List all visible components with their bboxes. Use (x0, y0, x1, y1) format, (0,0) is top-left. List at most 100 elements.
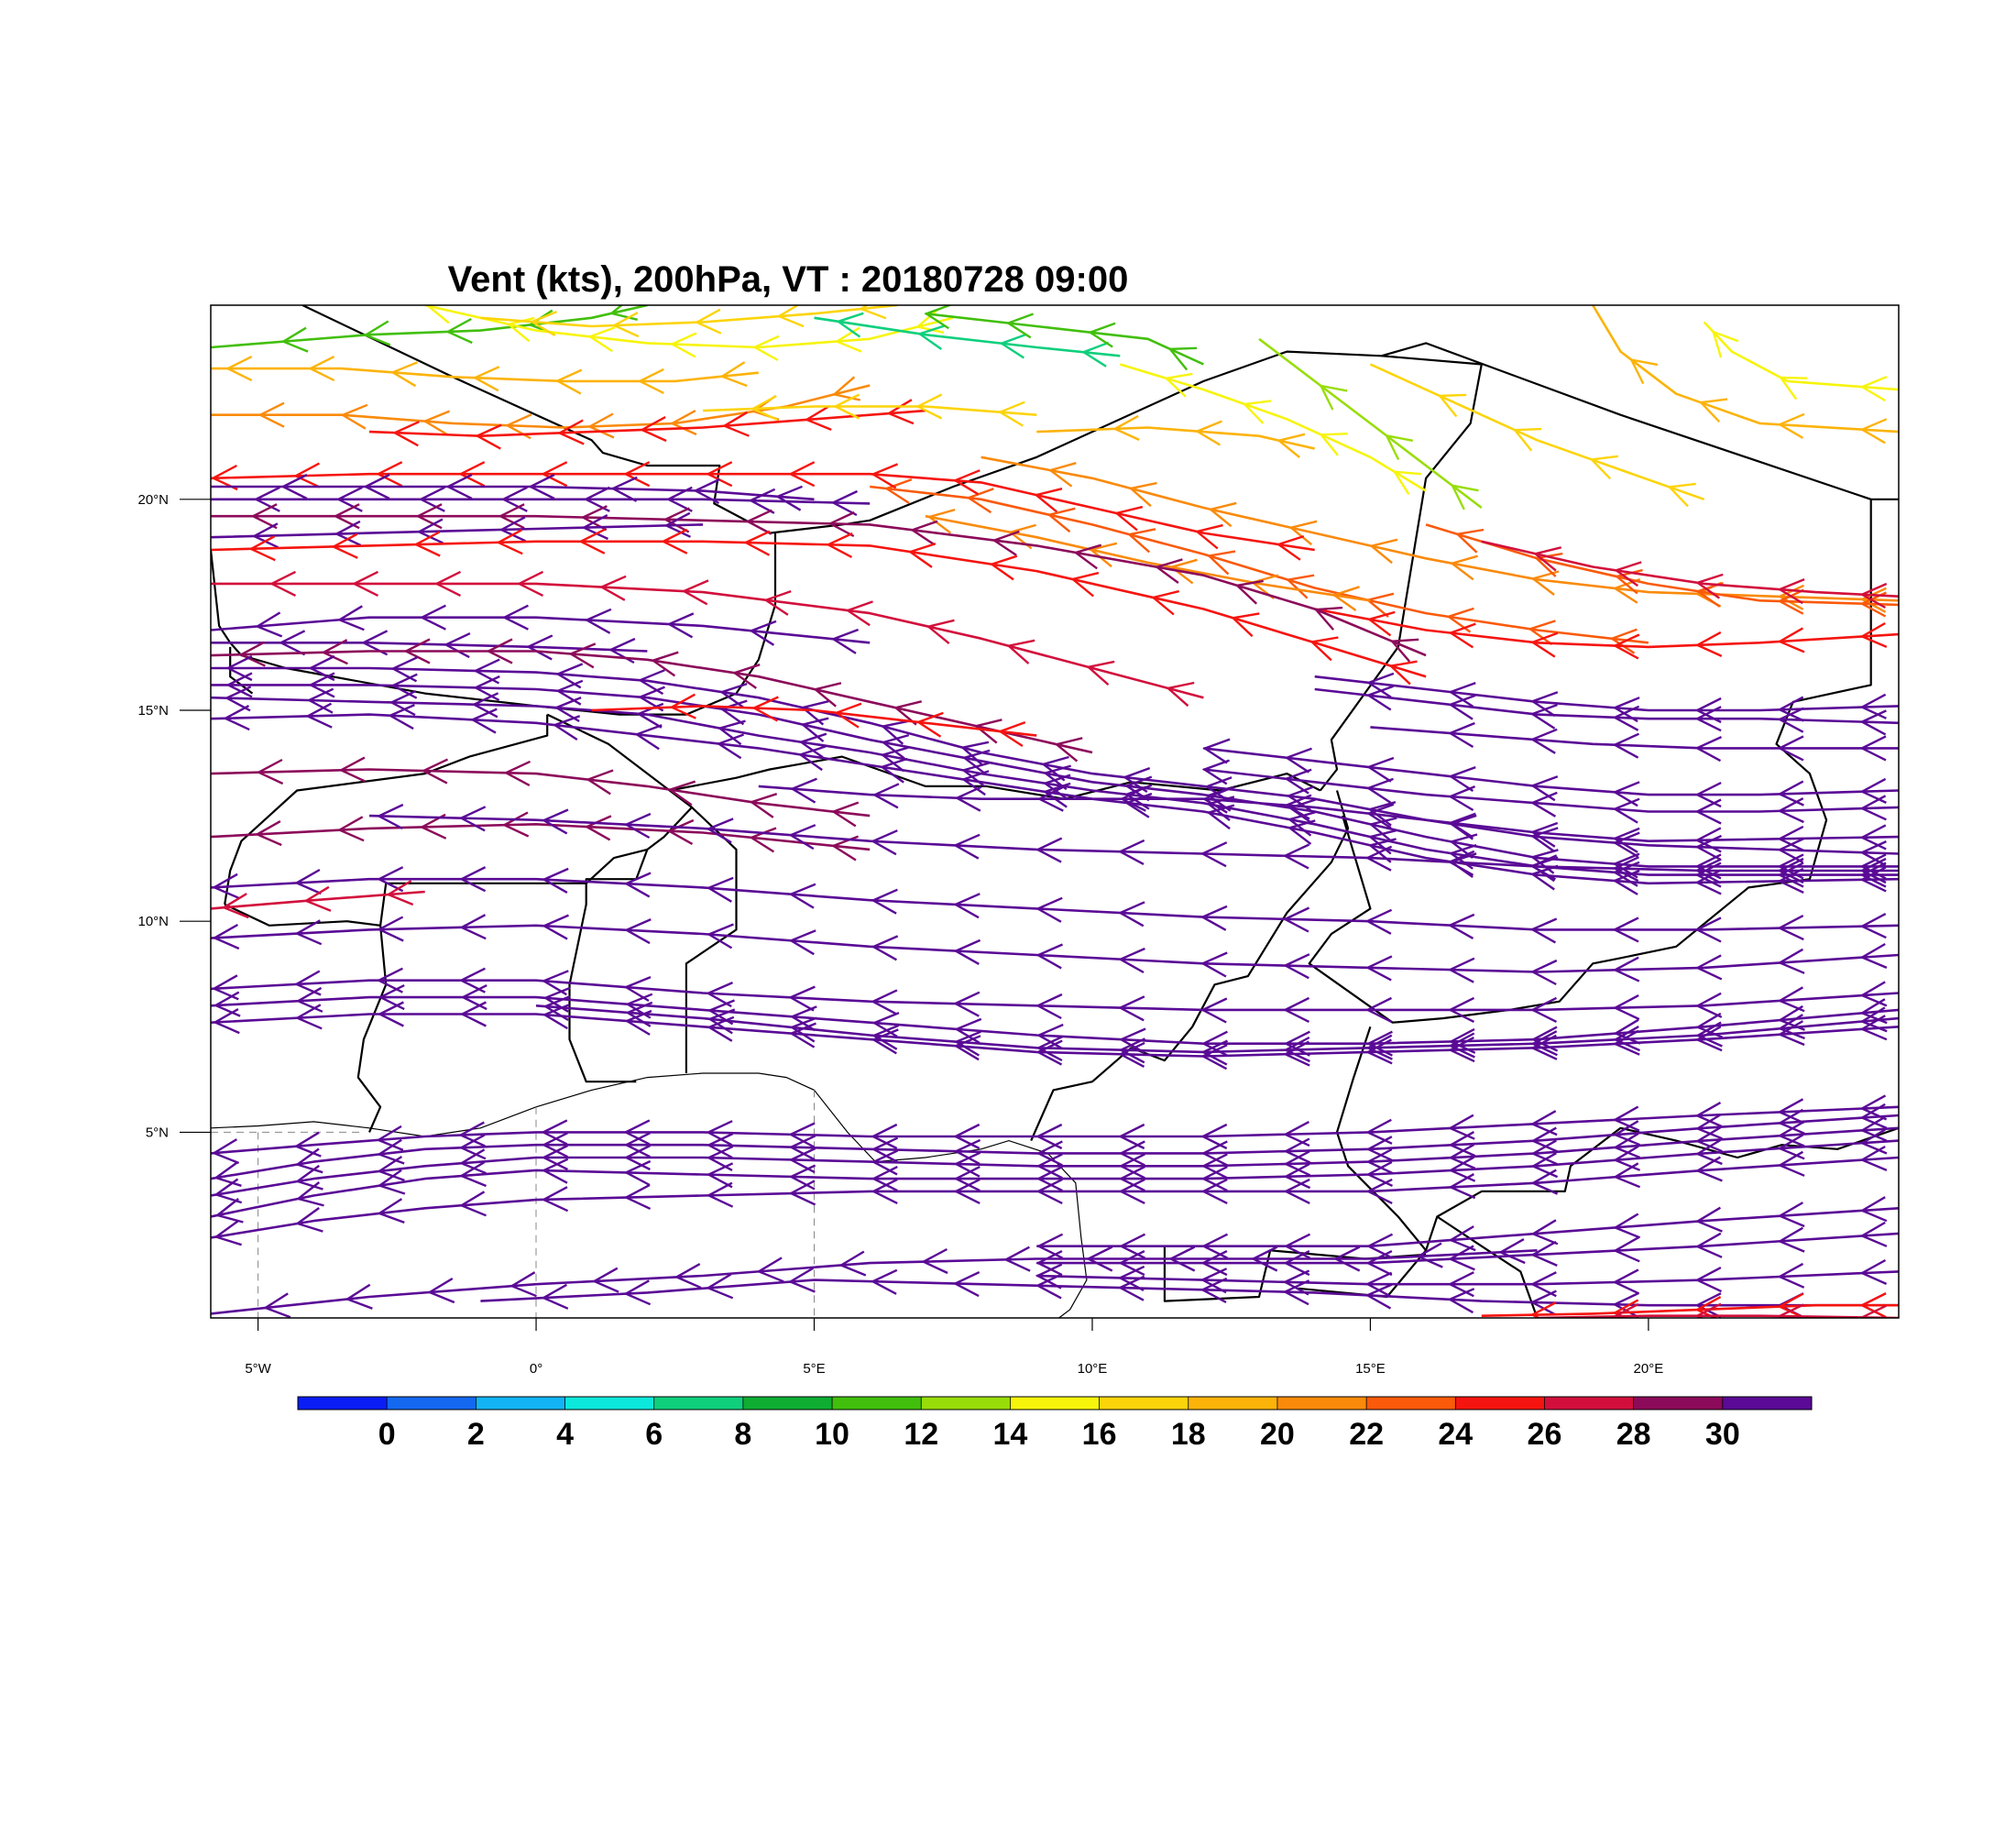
arrowhead (1532, 546, 1561, 572)
colorbar-swatch (653, 1397, 744, 1410)
arrowhead (1035, 1035, 1064, 1062)
x-tick-label: 20°E (1634, 1361, 1664, 1377)
arrowhead (525, 634, 553, 661)
arrowhead (669, 410, 697, 436)
arrowhead (294, 919, 323, 946)
arrowhead (1613, 1026, 1640, 1052)
arrowhead (1529, 1271, 1557, 1298)
streamline (1314, 685, 1899, 736)
arrowhead (694, 308, 722, 335)
arrowhead (924, 305, 952, 330)
colorbar-label: 12 (904, 1417, 938, 1452)
arrowhead (1365, 756, 1395, 783)
arrowhead (788, 461, 816, 488)
colorbar-outline (297, 1396, 1813, 1410)
arrowhead (278, 630, 306, 656)
arrowhead (1454, 528, 1485, 554)
arrowhead (1529, 791, 1558, 818)
arrowhead (893, 700, 922, 726)
arrowhead (1530, 570, 1560, 596)
arrowhead (788, 929, 816, 956)
arrowhead (586, 769, 614, 796)
arrowhead (667, 780, 696, 807)
arrowhead (528, 473, 555, 500)
arrowhead (422, 410, 451, 436)
arrowhead (1201, 787, 1230, 814)
arrowhead (580, 505, 608, 532)
streamline (368, 803, 1899, 884)
colorbar-label: 2 (467, 1417, 485, 1452)
arrowhead (293, 462, 321, 488)
y-tick-label: 20°N (137, 492, 169, 508)
arrowhead (213, 1008, 240, 1035)
arrowhead (953, 938, 981, 965)
arrowhead (1118, 1166, 1145, 1192)
streamline (870, 477, 1649, 654)
arrowhead (377, 1198, 405, 1224)
arrowhead (1530, 1139, 1559, 1166)
arrowhead (458, 967, 486, 993)
arrowhead (1694, 992, 1723, 1018)
arrowhead (473, 658, 500, 685)
arrowhead (1251, 1246, 1278, 1272)
colorbar-label: 0 (378, 1417, 396, 1452)
streamline (211, 1094, 1899, 1165)
arrowhead (376, 461, 403, 488)
arrowhead (1282, 996, 1310, 1023)
arrowhead (1283, 1040, 1310, 1067)
arrowhead (926, 619, 955, 645)
arrowhead (557, 419, 585, 445)
streamline (211, 638, 1093, 763)
arrowhead (1859, 587, 1887, 613)
arrowhead (915, 393, 943, 420)
arrowhead (1777, 1108, 1805, 1135)
arrowhead (1118, 1123, 1145, 1150)
arrowhead (1448, 694, 1476, 720)
arrowhead (392, 421, 420, 447)
arrowhead (1035, 1166, 1063, 1192)
arrowhead (637, 669, 665, 696)
arrowhead (674, 1263, 702, 1290)
arrowhead (1202, 738, 1231, 764)
arrowhead (1450, 484, 1479, 510)
arrowhead (954, 1017, 982, 1044)
arrowhead (1365, 1250, 1393, 1277)
arrowhead (336, 816, 365, 842)
arrowhead (706, 982, 733, 1008)
arrowhead (800, 700, 829, 726)
arrowhead (376, 967, 403, 993)
arrowhead (719, 699, 748, 726)
arrowhead (506, 316, 535, 343)
arrowhead (1694, 827, 1722, 853)
arrowhead (294, 868, 322, 895)
arrowhead (1529, 775, 1559, 802)
streamline (758, 777, 1899, 853)
arrowhead (789, 1016, 817, 1043)
arrowhead (1331, 586, 1360, 611)
arrowhead (1284, 768, 1312, 795)
streamline (1369, 363, 1705, 508)
streamline (211, 1115, 1899, 1204)
arrowhead (706, 461, 733, 488)
arrowhead (1113, 505, 1144, 532)
arrowhead (1859, 1094, 1888, 1121)
arrowhead (997, 401, 1025, 427)
streamline (211, 1001, 1899, 1070)
streamline (1201, 759, 1899, 825)
arrowhead (1629, 357, 1659, 385)
arrowhead (1118, 1037, 1146, 1064)
arrowhead (953, 1030, 981, 1057)
arrowhead (486, 638, 513, 664)
arrowhead (1694, 798, 1722, 825)
arrowhead (584, 815, 612, 841)
arrowhead (1859, 1006, 1888, 1033)
arrowhead (1613, 1162, 1641, 1189)
arrowhead (583, 486, 610, 512)
arrowhead (1282, 1279, 1310, 1306)
arrowhead (542, 994, 571, 1022)
arrowhead (427, 1277, 455, 1304)
arrowhead (1200, 1153, 1228, 1180)
streamline (1425, 523, 1899, 618)
arrowhead (1117, 1275, 1145, 1301)
arrowhead (389, 690, 417, 717)
